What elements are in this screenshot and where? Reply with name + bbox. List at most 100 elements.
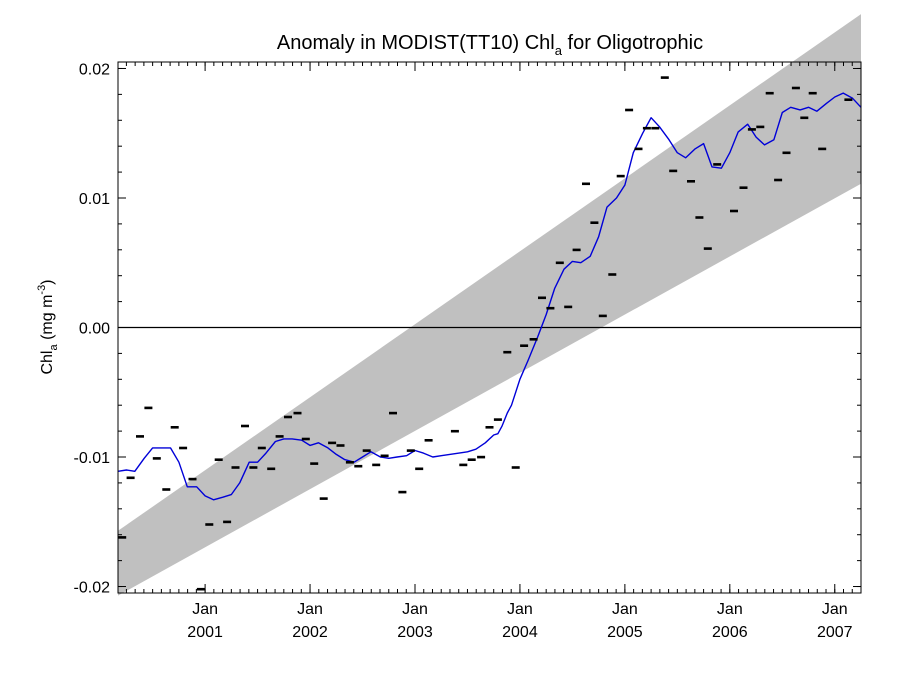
x-tick-month-label: Jan (402, 601, 428, 618)
data-point-marker (362, 449, 371, 452)
data-point-marker (625, 108, 634, 112)
data-point (205, 523, 214, 526)
data-point-marker (477, 455, 486, 459)
data-point (118, 536, 127, 539)
data-point-marker (695, 216, 704, 219)
y-axis: 0.02 0.01 0.00 -0.01 -0.02 (74, 61, 861, 597)
data-point-marker (564, 305, 573, 309)
data-point-marker (319, 497, 328, 500)
data-point (328, 441, 337, 445)
data-point (406, 449, 415, 452)
data-point (354, 464, 363, 468)
data-point (257, 446, 266, 450)
data-point (503, 350, 512, 354)
data-point (231, 466, 240, 469)
data-point (179, 446, 188, 450)
x-tick-month-label: Jan (612, 601, 638, 618)
data-point-marker (590, 221, 599, 224)
data-point (625, 108, 634, 112)
data-point-marker (196, 587, 205, 591)
data-point (616, 174, 625, 178)
y-tick-label: 0.00 (79, 321, 110, 338)
x-tick-year-label: 2006 (712, 624, 748, 641)
data-point-marker (136, 435, 144, 438)
data-point-marker (188, 477, 197, 481)
data-point-marker (398, 490, 407, 494)
data-point-marker (774, 178, 783, 182)
x-tick-month-label: Jan (192, 601, 218, 618)
data-point-marker (485, 426, 494, 429)
data-point (380, 454, 389, 458)
data-point (450, 429, 459, 433)
data-point-marker (739, 186, 748, 189)
smoothed-series-layer (117, 92, 862, 501)
x-tick-year-label: 2001 (187, 624, 223, 641)
data-point-marker (310, 462, 319, 465)
data-point-marker (275, 435, 284, 438)
data-point-marker (301, 437, 310, 441)
data-point (538, 296, 546, 300)
data-point (249, 466, 258, 469)
data-point-marker (144, 406, 153, 410)
data-point-marker (284, 415, 292, 419)
data-point (152, 457, 161, 460)
data-point (293, 411, 302, 415)
data-point (267, 467, 276, 471)
data-point (196, 587, 205, 591)
y-tick-label: -0.01 (74, 450, 111, 467)
data-point-marker (415, 467, 424, 471)
x-tick-year-label: 2002 (292, 624, 328, 641)
data-point (756, 125, 765, 129)
data-point-marker (354, 464, 363, 468)
y-axis-label: Chla (mg m-3) (36, 279, 60, 374)
data-point-marker (844, 98, 853, 101)
y-tick-label: 0.01 (79, 191, 110, 208)
data-point (634, 147, 643, 151)
data-point-marker (503, 350, 512, 354)
data-point-marker (808, 91, 817, 95)
data-point (301, 437, 310, 441)
data-point-marker (170, 426, 179, 429)
data-point-marker (765, 91, 774, 95)
data-point (529, 338, 538, 341)
data-point-marker (241, 424, 249, 428)
data-point (651, 126, 660, 130)
data-point (319, 497, 328, 500)
data-point (572, 248, 581, 252)
data-point (730, 209, 738, 213)
data-point (188, 477, 197, 481)
data-point (774, 178, 783, 182)
data-point-marker (179, 446, 188, 450)
data-point-marker (126, 476, 135, 480)
data-point (223, 520, 232, 524)
data-point-marker (756, 125, 765, 129)
data-point-marker (118, 536, 127, 539)
data-point (336, 444, 345, 447)
data-point-marker (380, 454, 389, 458)
data-point-marker (406, 449, 415, 452)
data-point-marker (730, 209, 738, 213)
data-point (415, 467, 424, 471)
data-point (660, 76, 669, 79)
data-point-marker (582, 182, 590, 186)
x-tick-year-label: 2005 (607, 624, 643, 641)
data-point-marker (555, 261, 564, 265)
x-tick-month-label: Jan (507, 601, 533, 618)
data-point-marker (616, 174, 625, 178)
data-point (345, 461, 354, 464)
data-point (844, 98, 853, 101)
data-point (511, 466, 520, 469)
data-point (590, 221, 599, 224)
data-point-marker (598, 314, 607, 318)
data-point (713, 163, 722, 166)
x-axis: Jan 2001 Jan 2002 Jan 2003 Jan 2004 Jan 2005 Jan 20… (125, 62, 862, 641)
data-point-marker (459, 463, 468, 467)
data-point-marker (782, 151, 791, 155)
data-point-marker (572, 248, 581, 252)
data-point (241, 424, 249, 428)
x-tick-month-label: Jan (717, 601, 743, 618)
data-point-marker (642, 126, 651, 130)
data-point-marker (372, 463, 381, 467)
data-point-marker (223, 520, 232, 524)
smoothed-series-line (117, 92, 862, 501)
